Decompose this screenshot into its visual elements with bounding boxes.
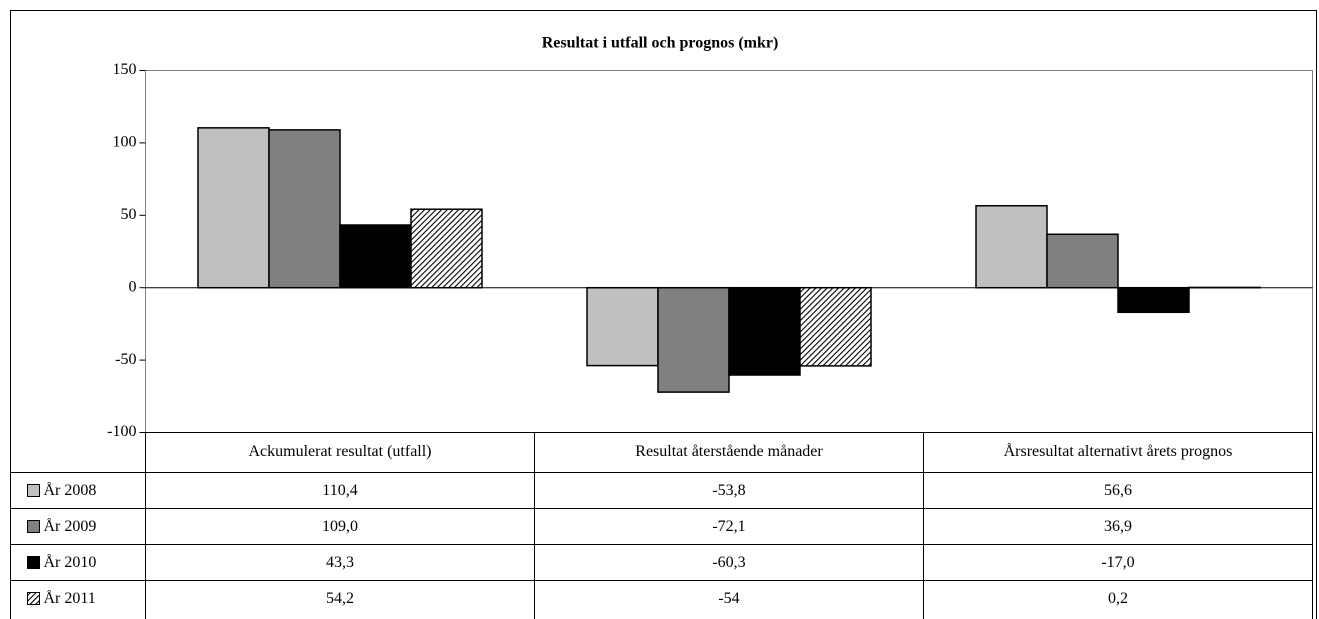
table-value: 36,9 bbox=[1104, 518, 1132, 535]
chart-title: Resultat i utfall och prognos (mkr) bbox=[542, 35, 779, 52]
y-tick-label: 150 bbox=[113, 61, 137, 78]
table-value: -54 bbox=[718, 590, 739, 607]
legend-label: År 2009 bbox=[44, 517, 97, 535]
table-value: 109,0 bbox=[322, 518, 358, 535]
legend-key bbox=[27, 484, 40, 497]
table-value: -72,1 bbox=[712, 518, 745, 535]
legend-key bbox=[27, 592, 40, 605]
y-tick-label: -100 bbox=[107, 423, 136, 440]
y-tick-label: 0 bbox=[129, 278, 137, 295]
legend-label: År 2010 bbox=[44, 553, 97, 571]
table-value: 56,6 bbox=[1104, 482, 1132, 499]
bar bbox=[586, 286, 659, 367]
bar bbox=[268, 129, 341, 289]
bar bbox=[975, 204, 1048, 289]
y-tick-label: 100 bbox=[113, 134, 137, 151]
y-tick-label: 50 bbox=[121, 206, 137, 223]
legend-label: År 2011 bbox=[44, 589, 96, 607]
legend-label: År 2008 bbox=[44, 481, 97, 499]
bar bbox=[799, 286, 872, 367]
bar bbox=[728, 286, 801, 376]
table-value: -53,8 bbox=[712, 482, 745, 499]
category-label: Årsresultat alternativt årets prognos bbox=[1004, 442, 1233, 460]
bar bbox=[657, 286, 730, 393]
bar bbox=[410, 208, 483, 289]
table-value: 54,2 bbox=[326, 590, 354, 607]
y-tick-label: -50 bbox=[115, 351, 136, 368]
chart-border bbox=[10, 10, 1317, 619]
bar bbox=[1117, 286, 1190, 314]
legend-key bbox=[27, 520, 40, 533]
table-value: -17,0 bbox=[1101, 554, 1134, 571]
bar bbox=[197, 127, 270, 289]
table-value: -60,3 bbox=[712, 554, 745, 571]
table-value: 110,4 bbox=[322, 482, 357, 499]
bar bbox=[1046, 233, 1119, 289]
table-value: 43,3 bbox=[326, 554, 354, 571]
table-value: 0,2 bbox=[1108, 590, 1128, 607]
category-label: Resultat återstående månader bbox=[635, 443, 823, 460]
legend-key bbox=[27, 556, 40, 569]
category-label: Ackumulerat resultat (utfall) bbox=[248, 443, 431, 460]
bar bbox=[339, 224, 412, 289]
